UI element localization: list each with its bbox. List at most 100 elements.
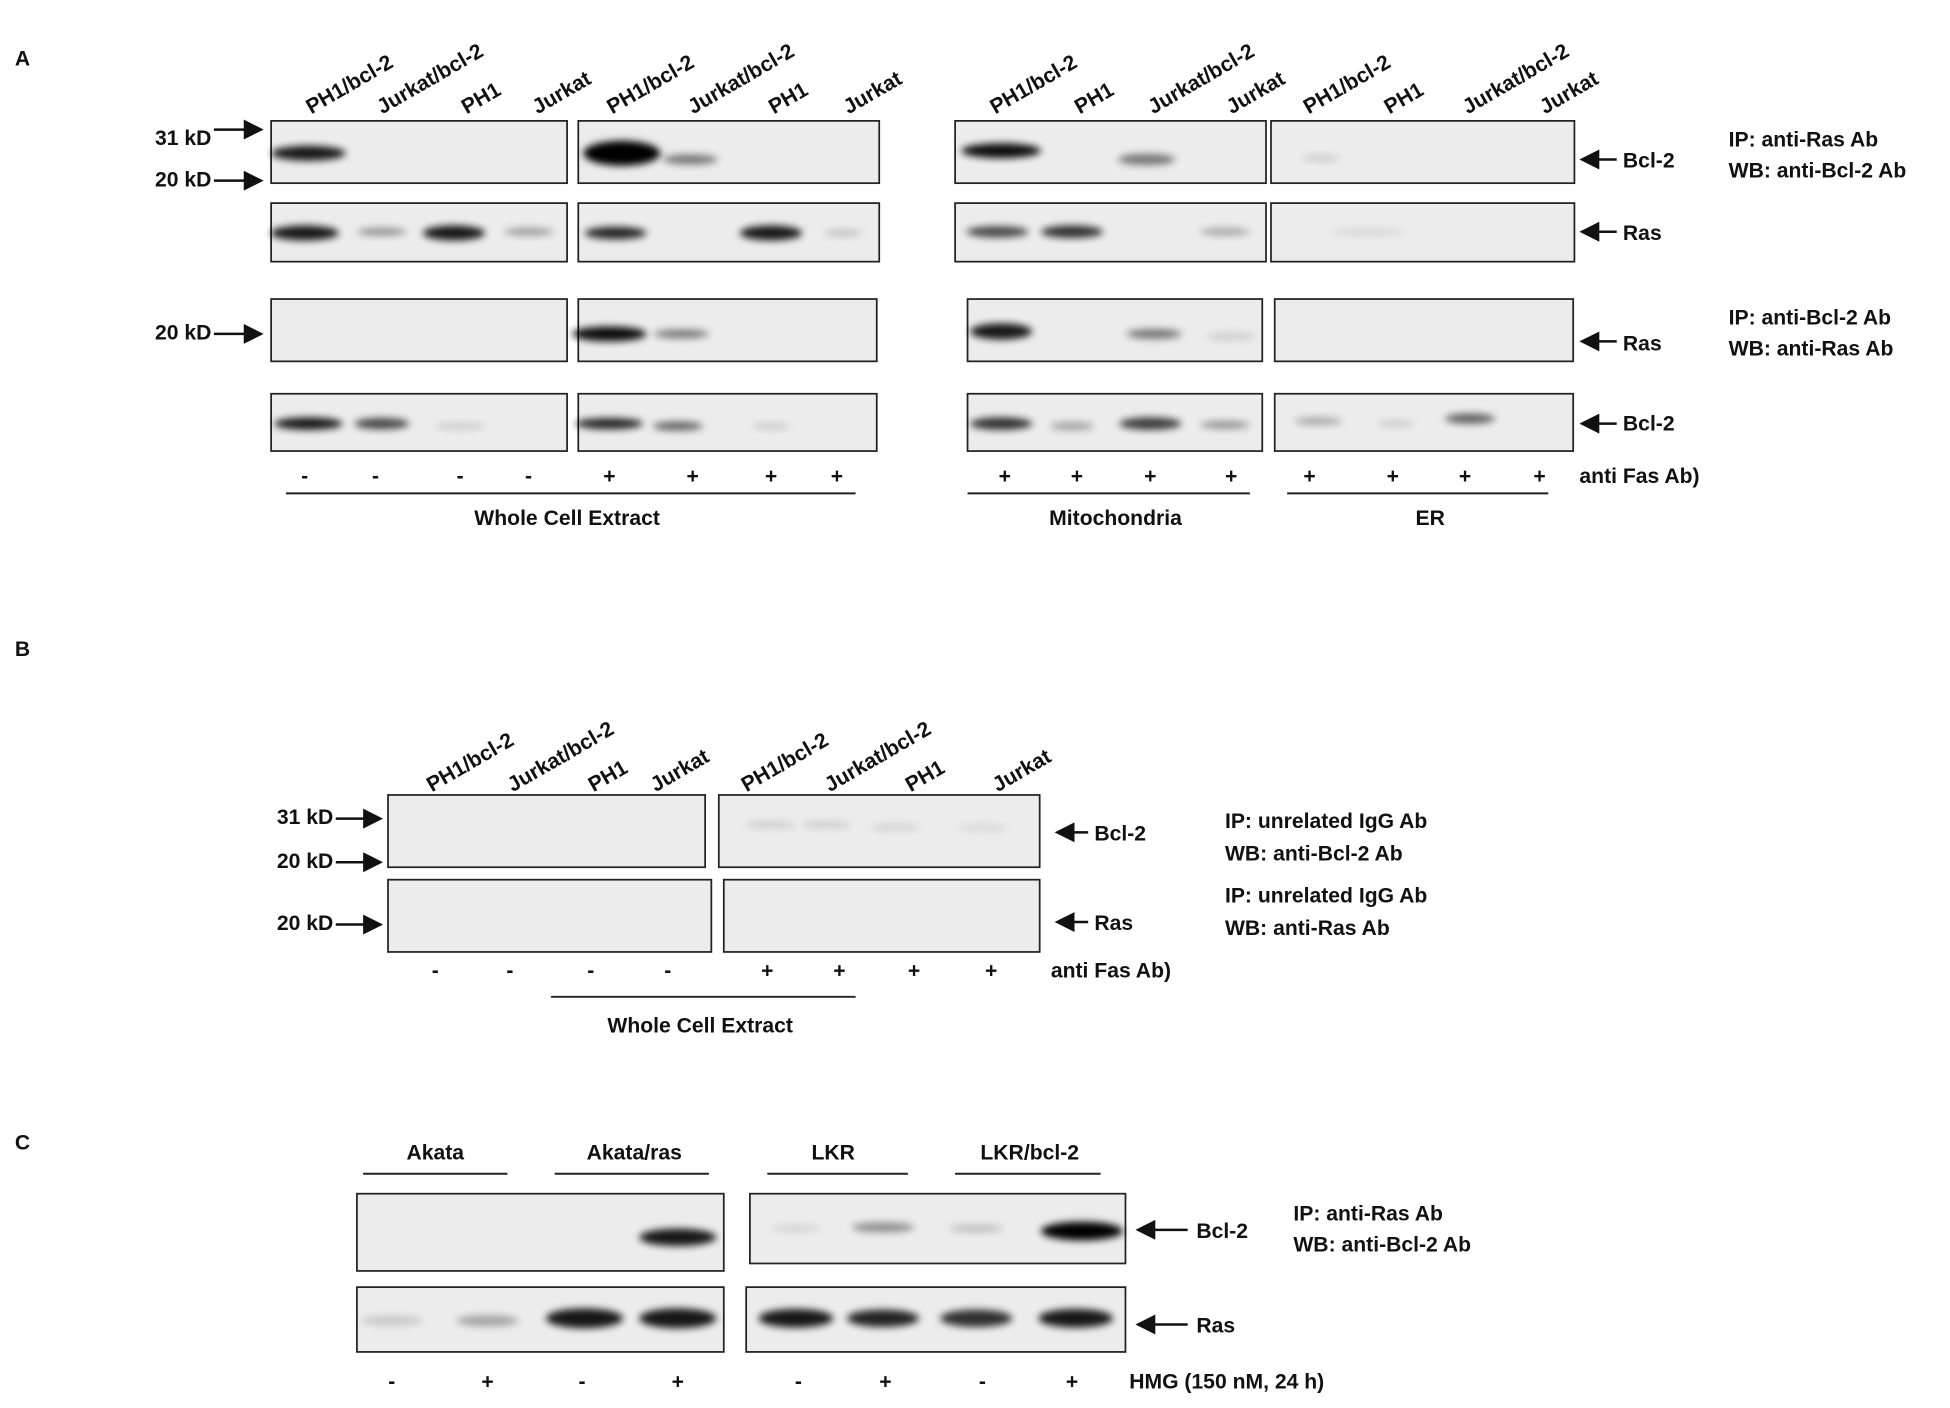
treatment: + [1066,1371,1078,1394]
treatment-label: anti Fas Ab) [1579,465,1699,488]
marker-label: 31 kD [155,127,211,150]
treatment-label: anti Fas Ab) [1051,959,1171,982]
treatment: + [603,465,615,488]
group-label: LKR [812,1141,855,1164]
band [456,1315,519,1327]
treatment: + [833,959,845,982]
band [824,229,862,237]
treatment-label: HMG (150 nM, 24 h) [1129,1371,1324,1394]
arrow-head [1054,912,1075,933]
lane-label: Jurkat [989,745,1055,797]
blot [270,298,568,363]
band [746,821,796,829]
band [1049,421,1095,431]
treatment: - [578,1371,585,1394]
marker-label: 20 kD [277,912,333,935]
band [1294,417,1342,425]
condition: WB: anti-Ras Ab [1225,917,1390,940]
treatment: - [587,959,594,982]
band [1376,420,1414,427]
marker-label: 20 kD [277,850,333,873]
band [758,1308,834,1328]
band [1200,421,1250,429]
treatment: + [687,465,699,488]
band-label: Ras [1094,912,1133,935]
band [575,418,643,430]
band [1119,417,1182,430]
lane-label: PH1/bcl-2 [1300,51,1395,119]
treatment: - [506,959,513,982]
band [1200,228,1250,236]
arrow-head [1135,1219,1156,1240]
group-label: Akata/ras [587,1141,682,1164]
treatment: - [795,1371,802,1394]
condition: IP: anti-Ras Ab [1729,128,1879,151]
band [851,1222,915,1233]
lane-label: Jurkat [647,745,713,797]
treatment: + [908,959,920,982]
band [584,226,647,240]
treatment: + [999,465,1011,488]
condition: IP: unrelated IgG Ab [1225,885,1427,908]
band [940,1309,1013,1328]
band [870,823,921,832]
band [1206,331,1257,342]
band [354,418,410,430]
lane-label: Jurkat [529,67,595,119]
treatment: - [457,465,464,488]
band [739,225,803,241]
band [970,323,1033,340]
arrow-head [1579,149,1600,170]
band [356,228,407,236]
band [957,823,1008,832]
band [961,143,1041,159]
band [948,1224,1004,1233]
arrow-head [1135,1314,1156,1335]
band [652,421,703,431]
treatment: - [301,465,308,488]
lane-label: PH1 [765,78,812,119]
band [545,1308,624,1329]
band [1040,1221,1123,1241]
band [583,140,661,166]
arrow-head [363,914,384,935]
band-label: Bcl-2 [1196,1220,1248,1243]
band-label: Ras [1623,333,1662,356]
condition: IP: anti-Ras Ab [1293,1202,1443,1225]
band [846,1309,920,1328]
band [435,423,486,430]
treatment: + [879,1371,891,1394]
band [966,226,1029,238]
arrow-head [363,808,384,829]
treatment: - [664,959,671,982]
band-label: Ras [1623,222,1662,245]
blot [722,878,1041,953]
arrow-head [243,119,264,140]
lane-label: PH1/bcl-2 [737,728,832,796]
band [802,821,852,829]
condition: IP: unrelated IgG Ab [1225,810,1427,833]
band [639,1228,717,1247]
treatment: + [765,465,777,488]
lane-label: PH1 [902,756,949,797]
band [1118,153,1176,166]
band [274,417,343,430]
treatment: + [1225,465,1237,488]
treatment: + [1533,465,1545,488]
condition: IP: anti-Bcl-2 Ab [1729,307,1892,330]
treatment: + [1144,465,1156,488]
lane-label: PH1 [585,756,632,797]
treatment: - [432,959,439,982]
band [1445,413,1495,424]
band [662,154,718,165]
band [503,228,554,236]
band-label: Bcl-2 [1623,150,1675,173]
treatment: - [372,465,379,488]
band [1040,225,1104,238]
blot [387,794,707,869]
band [639,1308,717,1329]
group-label: Whole Cell Extract [474,507,660,530]
band-label: Ras [1196,1315,1235,1338]
lane-label: PH1/bcl-2 [986,51,1081,119]
